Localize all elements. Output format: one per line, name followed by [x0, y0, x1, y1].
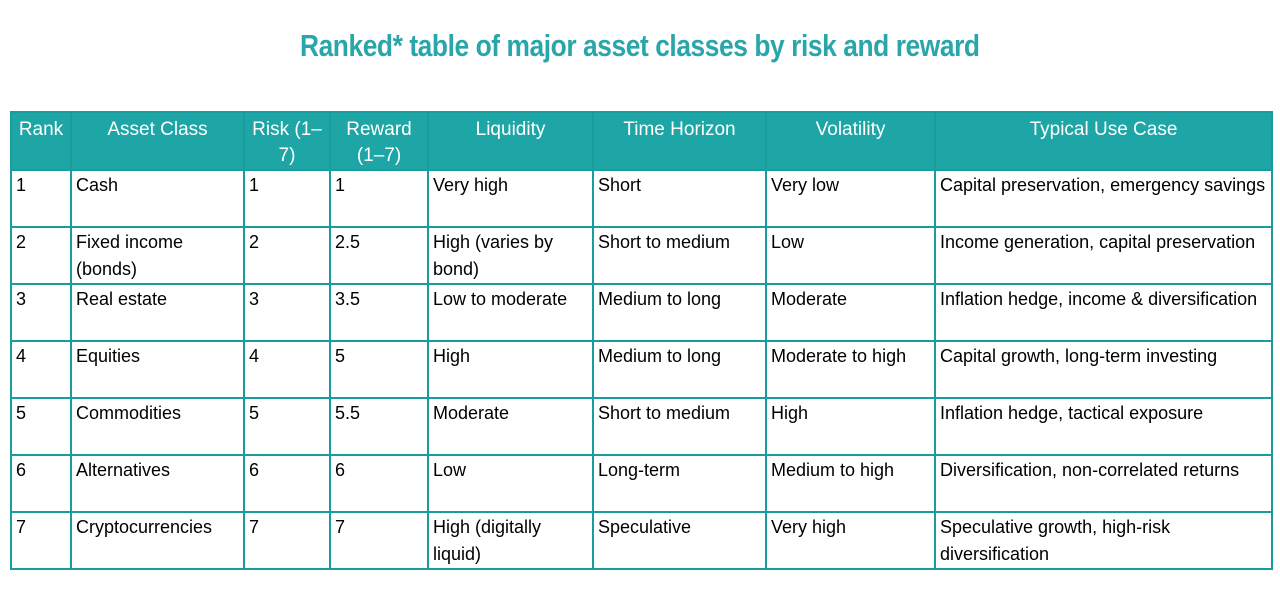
table-cell: Medium to long [592, 283, 767, 342]
table-cell: Medium to high [765, 454, 936, 513]
table-cell: Fixed income (bonds) [70, 226, 245, 285]
table-cell: 7 [10, 511, 72, 570]
table-cell: Low [427, 454, 594, 513]
column-header-rank: Rank [10, 111, 72, 171]
table-cell: Very high [427, 169, 594, 228]
table-cell: Short [592, 169, 767, 228]
table-cell: 6 [10, 454, 72, 513]
table-cell: Commodities [70, 397, 245, 456]
table-cell: Long-term [592, 454, 767, 513]
table-cell: Inflation hedge, income & diversificatio… [934, 283, 1273, 342]
table-cell: 2 [10, 226, 72, 285]
table-cell: Speculative [592, 511, 767, 570]
table-row: 5 Commodities 5 5.5 Moderate Short to me… [10, 397, 1273, 456]
table-cell: Real estate [70, 283, 245, 342]
table-cell: 5 [243, 397, 331, 456]
table-cell: Moderate [427, 397, 594, 456]
table-cell: 3.5 [329, 283, 429, 342]
column-header-asset-class: Asset Class [70, 111, 245, 171]
table-cell: Equities [70, 340, 245, 399]
column-header-liquidity: Liquidity [427, 111, 594, 171]
table-cell: Alternatives [70, 454, 245, 513]
table-cell: 1 [243, 169, 331, 228]
table-row: 6 Alternatives 6 6 Low Long-term Medium … [10, 454, 1273, 513]
table-cell: 3 [10, 283, 72, 342]
title-container: Ranked* table of major asset classes by … [0, 28, 1280, 64]
asset-class-table: Rank Asset Class Risk (1–7) Reward (1–7)… [10, 111, 1273, 570]
table-cell: Short to medium [592, 397, 767, 456]
table-cell: Low to moderate [427, 283, 594, 342]
table-cell: 2.5 [329, 226, 429, 285]
table-cell: Very low [765, 169, 936, 228]
table-cell: Moderate to high [765, 340, 936, 399]
table-cell: High (digitally liquid) [427, 511, 594, 570]
column-header-reward: Reward (1–7) [329, 111, 429, 171]
table-cell: Capital preservation, emergency savings [934, 169, 1273, 228]
table-cell: High [765, 397, 936, 456]
table-row: 7 Cryptocurrencies 7 7 High (digitally l… [10, 511, 1273, 570]
table-cell: 1 [10, 169, 72, 228]
page-title: Ranked* table of major asset classes by … [300, 28, 980, 63]
header-row: Rank Asset Class Risk (1–7) Reward (1–7)… [10, 111, 1273, 171]
table-cell: Speculative growth, high-risk diversific… [934, 511, 1273, 570]
table-cell: Inflation hedge, tactical exposure [934, 397, 1273, 456]
table-cell: Short to medium [592, 226, 767, 285]
table-cell: Moderate [765, 283, 936, 342]
table-cell: Income generation, capital preservation [934, 226, 1273, 285]
table-row: 1 Cash 1 1 Very high Short Very low Capi… [10, 169, 1273, 228]
table-cell: 6 [329, 454, 429, 513]
column-header-time-horizon: Time Horizon [592, 111, 767, 171]
table-cell: Very high [765, 511, 936, 570]
table-row: 3 Real estate 3 3.5 Low to moderate Medi… [10, 283, 1273, 342]
table-cell: 7 [329, 511, 429, 570]
table-cell: High [427, 340, 594, 399]
column-header-risk: Risk (1–7) [243, 111, 331, 171]
table-cell: Cash [70, 169, 245, 228]
table-cell: 5.5 [329, 397, 429, 456]
column-header-volatility: Volatility [765, 111, 936, 171]
table-cell: 3 [243, 283, 331, 342]
table-cell: 1 [329, 169, 429, 228]
table-cell: Diversification, non-correlated returns [934, 454, 1273, 513]
table-cell: 4 [243, 340, 331, 399]
column-header-typical-use-case: Typical Use Case [934, 111, 1273, 171]
table-cell: 6 [243, 454, 331, 513]
table-cell: Low [765, 226, 936, 285]
table-cell: 5 [329, 340, 429, 399]
table-cell: Capital growth, long-term investing [934, 340, 1273, 399]
table-row: 2 Fixed income (bonds) 2 2.5 High (varie… [10, 226, 1273, 285]
table-body: 1 Cash 1 1 Very high Short Very low Capi… [10, 169, 1273, 570]
table-row: 4 Equities 4 5 High Medium to long Moder… [10, 340, 1273, 399]
table-cell: 7 [243, 511, 331, 570]
table-cell: 5 [10, 397, 72, 456]
table-header: Rank Asset Class Risk (1–7) Reward (1–7)… [10, 111, 1273, 171]
table-cell: 4 [10, 340, 72, 399]
table-cell: High (varies by bond) [427, 226, 594, 285]
table-cell: Medium to long [592, 340, 767, 399]
table-cell: 2 [243, 226, 331, 285]
table-cell: Cryptocurrencies [70, 511, 245, 570]
